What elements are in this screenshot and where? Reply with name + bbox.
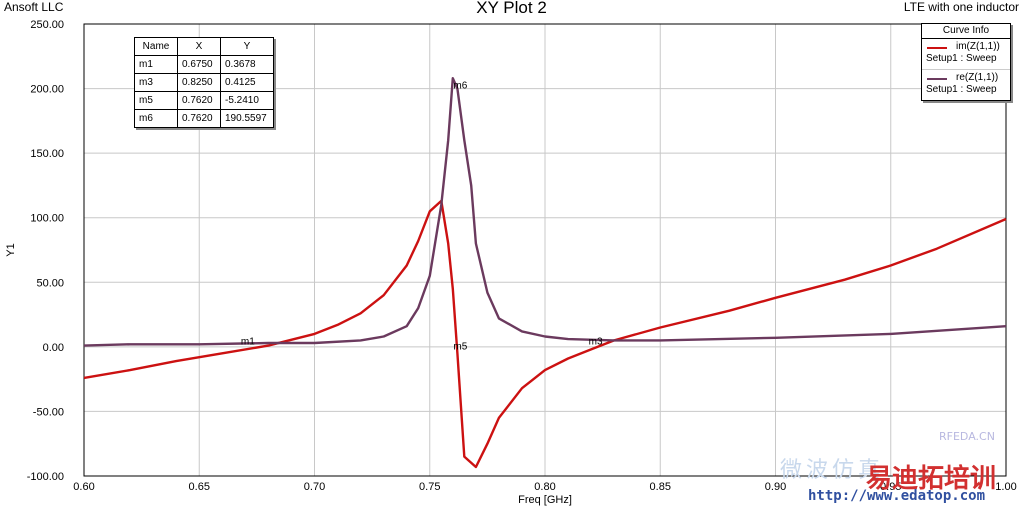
marker-cell: 0.3678: [220, 55, 274, 74]
series-line: [83, 76, 1007, 347]
marker-label: m5: [453, 341, 467, 352]
x-tick-label: 0.70: [304, 481, 325, 493]
y-tick-label: -50.00: [33, 406, 64, 418]
y-tick-label: 100.00: [30, 213, 64, 225]
marker-col-x: X: [177, 37, 221, 56]
watermark-cn-text: 微波仿真: [780, 458, 885, 483]
legend-swatch: [927, 47, 947, 49]
y-tick-label: 200.00: [30, 84, 64, 96]
marker-label: m1: [241, 336, 255, 347]
series-lines: [83, 76, 1007, 469]
x-tick-label: 0.65: [189, 481, 210, 493]
series-line: [83, 199, 1007, 469]
marker-cell: 190.5597: [220, 109, 274, 128]
marker-table: Name X Y m1 0.6750 0.3678 m3 0.8250 0.41…: [134, 37, 274, 128]
y-tick-label: 250.00: [30, 19, 64, 31]
legend-title: Curve Info: [922, 24, 1010, 39]
marker-row: m6 0.7620 190.5597: [134, 109, 274, 128]
marker-col-name: Name: [134, 37, 178, 56]
watermark-brand: 易迪拓培训: [866, 464, 997, 494]
marker-table-header: Name X Y: [134, 37, 274, 56]
marker-row: m5 0.7620 -5.2410: [134, 91, 274, 110]
marker-col-y: Y: [220, 37, 274, 56]
marker-cell: m3: [134, 73, 178, 92]
company-label: Ansoft LLC: [4, 0, 64, 14]
legend-item-sub: Setup1 : Sweep: [926, 84, 997, 95]
marker-cell: m1: [134, 55, 178, 74]
y-tick-label: 150.00: [30, 148, 64, 160]
legend-item-name: im(Z(1,1)): [956, 41, 1000, 52]
x-tick-label: 0.90: [765, 481, 786, 493]
marker-row: m1 0.6750 0.3678: [134, 55, 274, 74]
project-label: LTE with one inductor: [903, 0, 1019, 14]
curve-info-legend[interactable]: Curve Info im(Z(1,1)) Setup1 : Sweep re(…: [921, 23, 1011, 101]
marker-cell: 0.4125: [220, 73, 274, 92]
watermark-url: http://www.edatop.com: [808, 488, 986, 504]
y-tick-label: 0.00: [43, 342, 64, 354]
legend-item-name: re(Z(1,1)): [956, 72, 999, 83]
marker-cell: 0.7620: [177, 91, 221, 110]
marker-cell: -5.2410: [220, 91, 274, 110]
legend-swatch: [927, 78, 947, 80]
x-tick-label: 0.75: [419, 481, 440, 493]
x-tick-label: 0.95: [880, 481, 901, 493]
x-axis-label: Freq [GHz]: [518, 494, 572, 506]
x-tick-label: 0.85: [650, 481, 671, 493]
x-tick-label: 0.60: [73, 481, 94, 493]
marker-label: m3: [589, 336, 603, 347]
x-tick-label: 1.00: [995, 481, 1016, 493]
legend-item-sub: Setup1 : Sweep: [926, 53, 997, 64]
axis-ticks: 0.60 0.65 0.70 0.75 0.80 0.85 0.90 0.95 1.00 -100…: [27, 19, 1017, 493]
marker-row: m3 0.8250 0.4125: [134, 73, 274, 92]
legend-item[interactable]: re(Z(1,1)) Setup1 : Sweep: [922, 69, 1010, 100]
marker-cell: m5: [134, 91, 178, 110]
y-tick-label: 50.00: [36, 277, 64, 289]
plot-border: [83, 23, 1007, 477]
x-tick-label: 0.80: [534, 481, 555, 493]
y-axis-label: Y1: [5, 243, 17, 256]
plot-title: XY Plot 2: [476, 0, 547, 17]
marker-label: m6: [453, 81, 467, 92]
legend-item[interactable]: im(Z(1,1)) Setup1 : Sweep: [922, 39, 1010, 69]
marker-cell: 0.8250: [177, 73, 221, 92]
marker-cell: 0.7620: [177, 109, 221, 128]
y-tick-label: -100.00: [27, 471, 64, 483]
marker-cell: 0.6750: [177, 55, 221, 74]
marker-labels: m1 m3 m5 m6: [241, 81, 603, 353]
watermark-site: RFEDA.CN: [939, 430, 995, 443]
marker-cell: m6: [134, 109, 178, 128]
